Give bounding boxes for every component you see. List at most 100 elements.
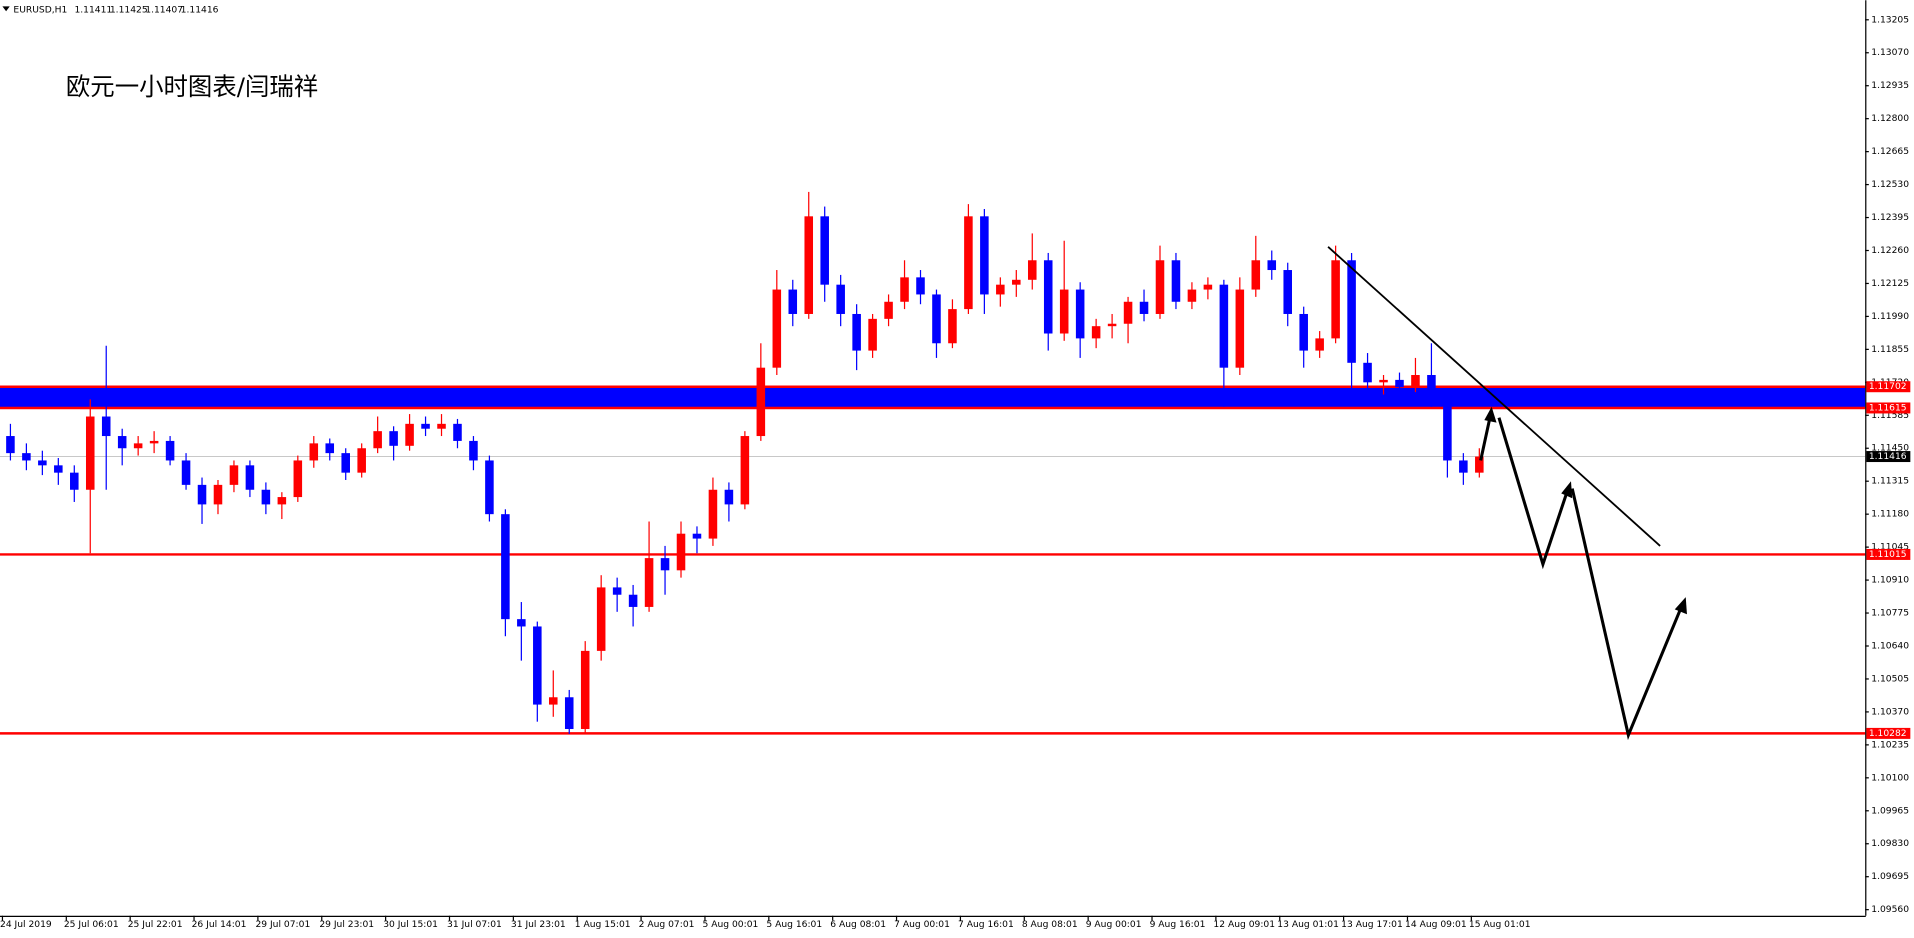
menu-triangle [2,6,10,12]
x-tick-label: 8 Aug 08:01 [1022,920,1078,930]
price-tag [1866,727,1911,739]
candle-body [708,489,718,539]
trend-line [1327,246,1661,547]
x-tick-label: 9 Aug 00:01 [1086,920,1142,930]
candle-body [1075,289,1085,339]
candle-body [1091,326,1101,339]
candle-body [1251,260,1261,290]
candle-body [1363,362,1372,383]
candle-body [1219,284,1229,368]
candle-body [70,472,79,490]
candle-body [1043,260,1053,334]
x-tick-label: 7 Aug 00:01 [894,920,950,930]
y-tick-label: 1.11180 [1871,510,1909,520]
price-tag-label: 1.11702 [1869,382,1907,392]
candle-body [357,448,366,473]
candle-body [1395,379,1404,388]
candle-body [165,440,175,461]
y-tick-label: 1.09965 [1871,806,1909,816]
candle-body [341,453,350,473]
candle-body [117,436,127,449]
price-tag-label: 1.11015 [1869,550,1907,560]
y-tick-label: 1.09695 [1871,872,1909,882]
x-tick-label: 9 Aug 16:01 [1150,920,1206,930]
candle-body [676,533,686,571]
candle-body [1203,284,1213,290]
candle-body [596,587,606,651]
y-tick-label: 1.10235 [1871,740,1909,750]
price-tag [1866,402,1911,414]
candle-body [1411,375,1420,388]
y-tick-label: 1.11990 [1871,312,1909,322]
candle-body [564,697,574,730]
candle-body [660,558,670,571]
candle-body [580,650,590,730]
candle-body [964,216,973,310]
candle-body [788,289,798,314]
candle-body [932,294,941,344]
candle-body [6,436,15,454]
x-tick-label: 13 Aug 17:01 [1341,920,1403,930]
candle-body [533,626,542,705]
candle-body [900,277,909,302]
candle-body [884,301,893,319]
candle-body [485,460,494,515]
candle-body [724,489,734,505]
ohlc-open: 1.11411 [74,6,112,16]
y-tick-label: 1.09830 [1871,839,1909,849]
x-tick-label: 25 Jul 06:01 [64,920,119,930]
candle-body [389,431,398,446]
zone [0,386,1866,408]
y-tick-label: 1.11585 [1871,411,1909,421]
y-tick-label: 1.13070 [1871,48,1909,58]
ohlc-low: 1.11407 [145,6,183,16]
candle-body [1427,375,1436,400]
y-tick-label: 1.12260 [1871,246,1909,256]
y-tick-label: 1.13205 [1871,15,1909,25]
candle-body [756,367,766,437]
candle-body [868,318,877,351]
y-tick-label: 1.10640 [1871,641,1909,651]
y-tick-label: 1.11855 [1871,345,1909,355]
price-tag-label: 1.11416 [1869,452,1907,462]
candle-body [405,423,414,446]
candle-body [261,489,271,505]
x-tick-label: 5 Aug 16:01 [766,920,822,930]
candle-body [1059,289,1069,334]
price-tag [1866,451,1911,463]
y-tick-label: 1.12530 [1871,180,1909,190]
candle-body [1299,313,1308,351]
x-tick-label: 31 Jul 07:01 [447,920,502,930]
candle-body [325,443,335,454]
candle-body [469,440,478,461]
candle-body [149,440,159,444]
candle-body [1187,289,1197,302]
candle-body [628,594,638,607]
y-tick-label: 1.11315 [1871,477,1909,487]
x-tick-label: 24 Jul 2019 [0,920,52,930]
y-tick-label: 1.10100 [1871,773,1909,783]
x-tick-label: 29 Jul 07:01 [255,920,310,930]
candle-body [1107,323,1117,327]
y-tick-label: 1.09560 [1871,905,1909,915]
y-tick-label: 1.11450 [1871,444,1909,454]
candle-body [1459,460,1468,473]
candle-body [1139,301,1149,314]
candle-body [1315,338,1324,351]
x-tick-label: 26 Jul 14:01 [192,920,247,930]
candle-body [245,465,255,490]
price-tag [1866,548,1911,560]
x-tick-label: 7 Aug 16:01 [958,920,1014,930]
arrow-head [1674,597,1687,615]
candle-body [1283,270,1292,314]
candle-body [1347,260,1356,363]
axes: 1.13205 1.13070 1.12935 1.12800 1.12665 1.125… [0,15,1911,930]
candle-body [996,284,1005,295]
y-tick-label: 1.12665 [1871,147,1909,157]
candle-body [644,558,654,607]
y-tick-label: 1.10910 [1871,576,1909,586]
candle-body [1155,260,1165,314]
candle-body [101,416,111,437]
candle-body [1267,260,1277,271]
